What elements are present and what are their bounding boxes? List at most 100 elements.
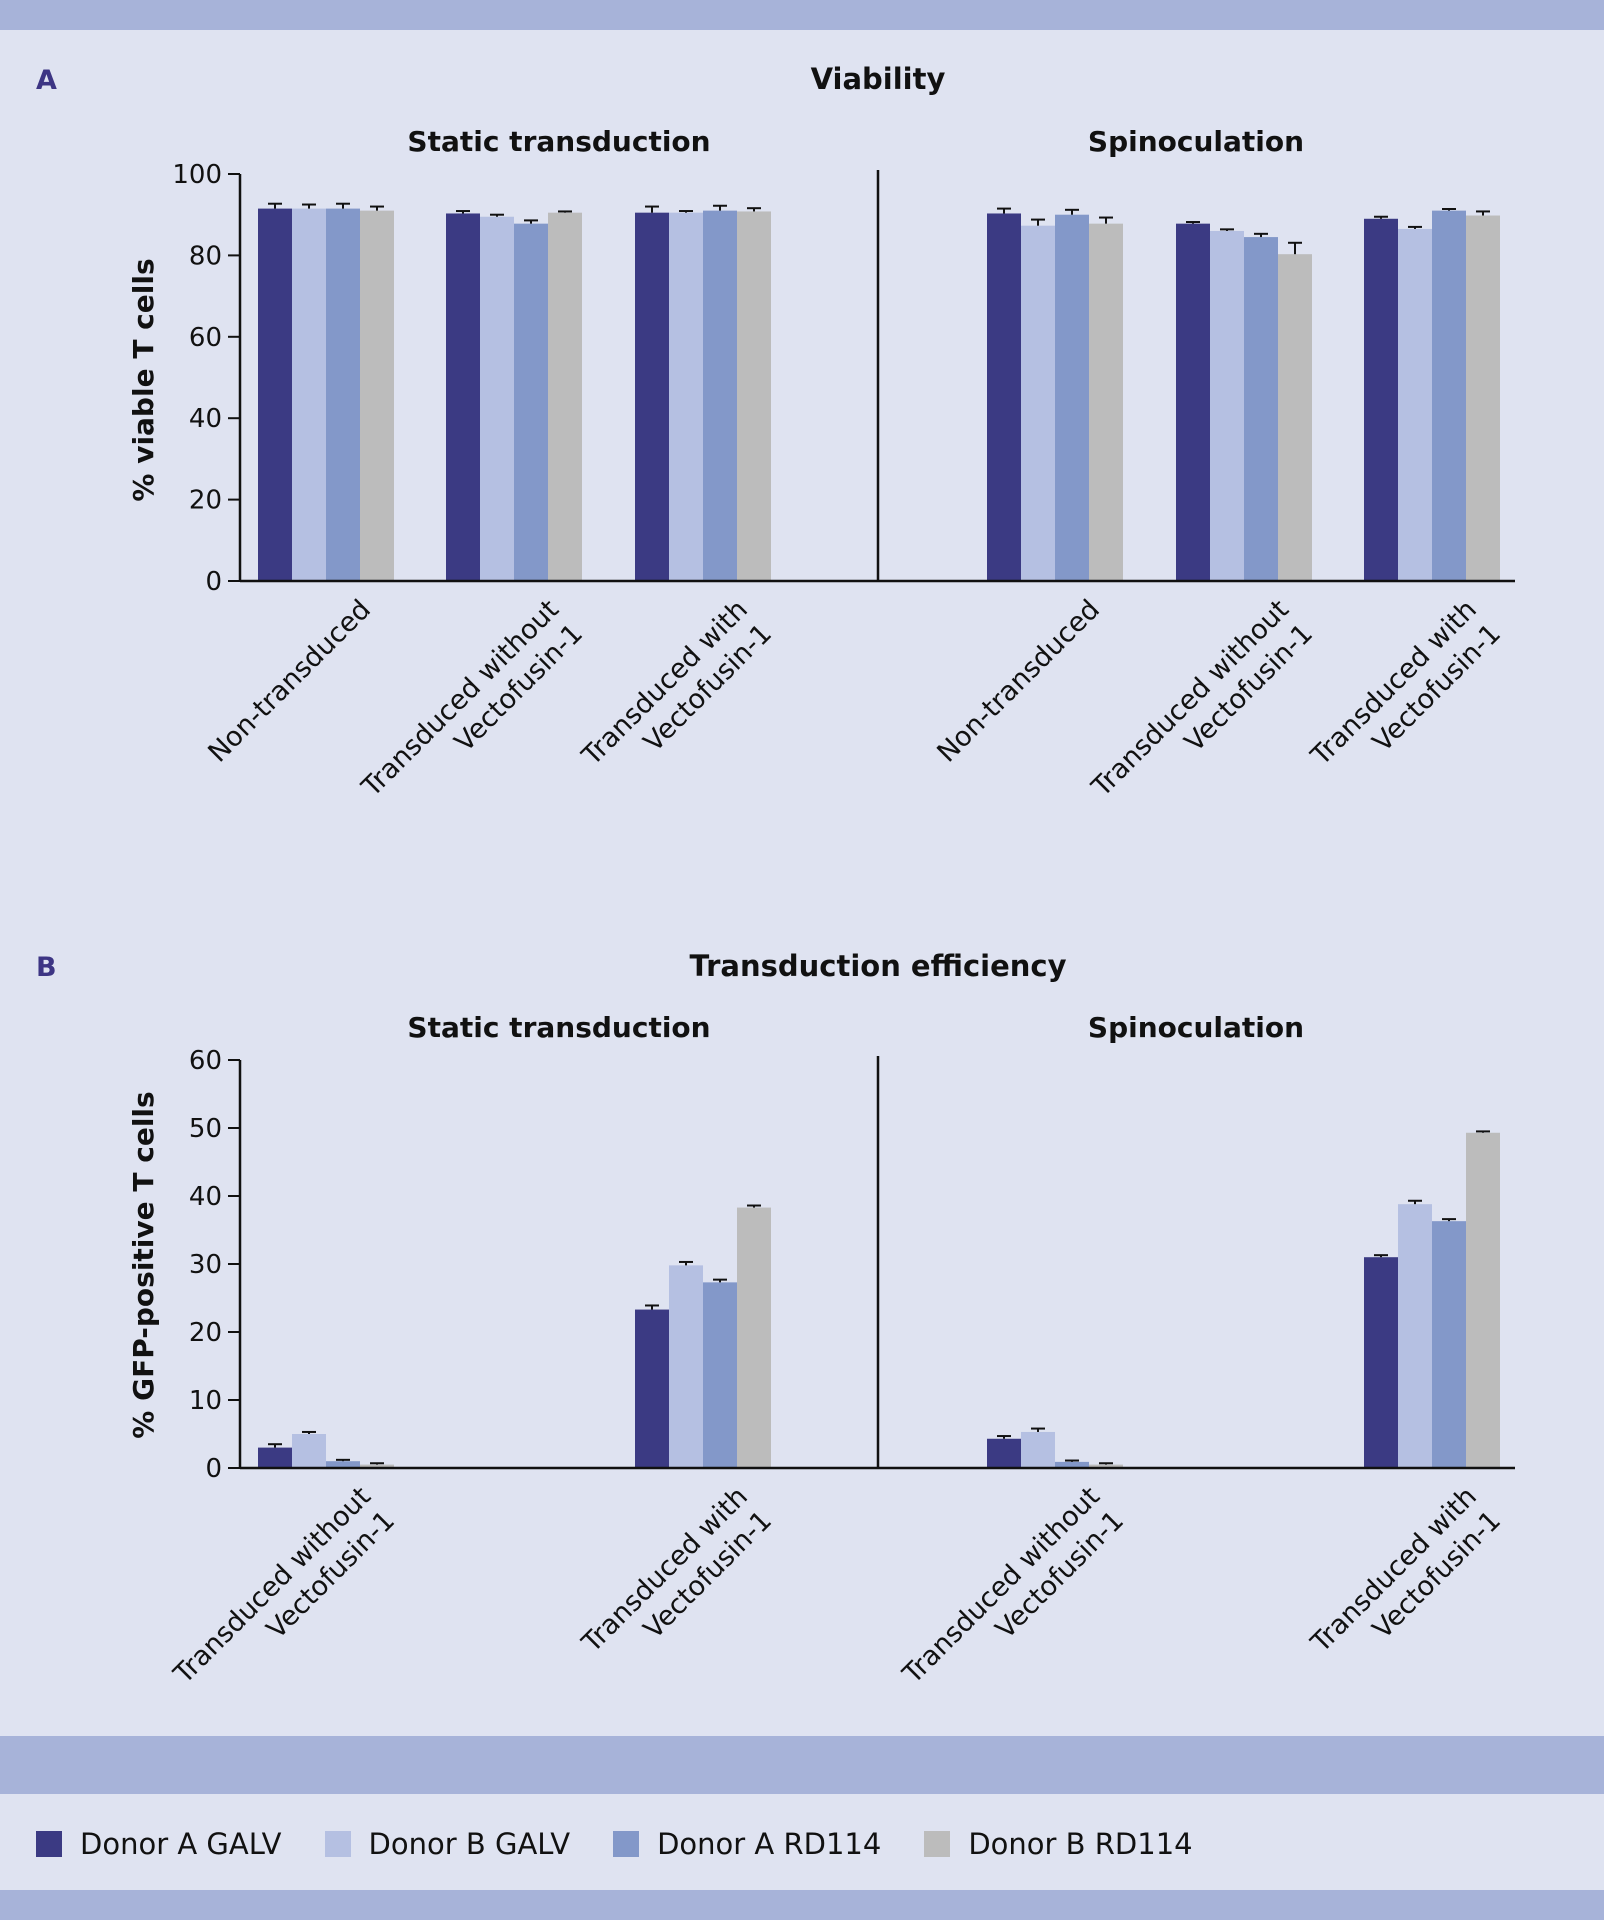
y-tick-label: 0: [205, 1454, 222, 1484]
legend: Donor A GALV Donor B GALV Donor A RD114 …: [36, 1822, 1236, 1866]
panel-a-viability: A Viability Static transduction Spinocul…: [36, 62, 1515, 828]
middle-band: [0, 1736, 1604, 1794]
legend-swatch: [36, 1831, 62, 1857]
y-tick-label: 20: [189, 486, 222, 516]
category-label-line: Transduced without: [355, 594, 565, 804]
bar-donor-a-rd114: [1432, 210, 1466, 581]
category-label: Transduced withoutVectofusin-1: [896, 1481, 1130, 1715]
legend-item-donor-b-rd114: Donor B RD114: [924, 1827, 1193, 1861]
bar-donor-a-galv: [987, 213, 1021, 581]
panel-b-transduction-efficiency: B Transduction efficiency Static transdu…: [36, 949, 1515, 1715]
bar-donor-b-rd114: [1466, 215, 1500, 581]
y-tick-label: 50: [189, 1114, 222, 1144]
y-ticks-b: 0 10 20 30 40 50 60: [189, 1046, 240, 1484]
category-label-line: Transduced without: [167, 1481, 377, 1691]
legend-label: Donor A RD114: [657, 1827, 882, 1861]
bar-donor-a-rd114: [703, 210, 737, 581]
bar-donor-a-galv: [987, 1438, 1021, 1468]
bar-donor-b-rd114: [1089, 1464, 1123, 1468]
legend-swatch: [324, 1831, 351, 1857]
bars-a: [258, 202, 1500, 582]
y-tick-label: 0: [205, 567, 222, 597]
bars-b: [258, 1130, 1500, 1468]
category-label: Non-transduced: [202, 594, 377, 769]
group-title-b-static: Static transduction: [407, 1011, 710, 1044]
category-label-line: Transduced without: [1085, 594, 1295, 804]
panel-letter-a: A: [36, 65, 57, 96]
y-axis-label-b: % GFP-positive T cells: [127, 1091, 160, 1438]
bar-donor-b-galv: [1021, 1431, 1055, 1468]
legend-swatch: [613, 1831, 640, 1857]
bar-donor-b-rd114: [1278, 254, 1312, 581]
bar-donor-b-rd114: [548, 212, 582, 582]
bar-donor-a-rd114: [514, 223, 548, 582]
panel-letter-b: B: [36, 952, 57, 983]
bar-donor-b-rd114: [737, 1207, 771, 1468]
bar-donor-b-rd114: [1466, 1132, 1500, 1468]
chart-title-b: Transduction efficiency: [690, 949, 1067, 983]
bar-donor-b-galv: [480, 216, 514, 582]
category-label: Transduced withoutVectofusin-1: [1085, 594, 1319, 828]
top-band: [0, 0, 1604, 30]
legend-label: Donor B RD114: [968, 1827, 1193, 1861]
bar-donor-a-rd114: [703, 1282, 737, 1468]
bar-donor-a-rd114: [1055, 214, 1089, 581]
bar-donor-a-rd114: [326, 208, 360, 581]
bar-donor-a-rd114: [1432, 1221, 1466, 1468]
bar-donor-b-galv: [292, 208, 326, 581]
category-labels-b: Transduced withoutVectofusin-1 Transduced…: [167, 1481, 1507, 1715]
legend-item-donor-a-rd114: Donor A RD114: [613, 1827, 881, 1861]
y-axis-label-a: % viable T cells: [127, 258, 160, 501]
bar-donor-b-rd114: [360, 1464, 394, 1468]
bar-donor-b-rd114: [737, 211, 771, 581]
category-label: Transduced withoutVectofusin-1: [355, 594, 589, 828]
category-label: Transduced withVectofusin-1: [576, 594, 778, 796]
bar-donor-a-galv: [1176, 223, 1210, 582]
bar-donor-a-galv: [1364, 1257, 1398, 1468]
legend-item-donor-a-galv: Donor A GALV: [36, 1827, 282, 1861]
category-label: Non-transduced: [931, 594, 1106, 769]
category-label: Transduced withVectofusin-1: [1305, 1481, 1507, 1683]
bar-donor-b-galv: [1021, 225, 1055, 581]
bar-donor-a-galv: [258, 1447, 292, 1468]
y-tick-label: 60: [189, 1046, 222, 1076]
bar-donor-a-galv: [1364, 218, 1398, 581]
bar-donor-b-galv: [669, 212, 703, 582]
y-tick-label: 30: [189, 1250, 222, 1280]
bar-donor-b-galv: [1398, 228, 1432, 581]
bar-donor-b-galv: [669, 1265, 703, 1468]
y-tick-label: 80: [189, 241, 222, 271]
bottom-band: [0, 1890, 1604, 1920]
legend-label: Donor A GALV: [80, 1827, 282, 1861]
bar-donor-b-galv: [1210, 230, 1244, 582]
bar-donor-a-galv: [635, 212, 669, 582]
category-label: Transduced withVectofusin-1: [1305, 594, 1507, 796]
legend-swatch: [924, 1831, 951, 1857]
bar-donor-a-rd114: [1055, 1461, 1089, 1468]
category-label-line: Non-transduced: [931, 594, 1106, 769]
bar-donor-b-galv: [1398, 1204, 1432, 1468]
bar-donor-b-rd114: [1089, 223, 1123, 582]
y-tick-label: 40: [189, 404, 222, 434]
y-tick-label: 10: [189, 1386, 222, 1416]
category-label: Transduced withoutVectofusin-1: [167, 1481, 401, 1715]
bar-donor-a-rd114: [326, 1461, 360, 1468]
axes-a: [238, 170, 1515, 583]
category-label-line: Transduced without: [896, 1481, 1106, 1691]
y-tick-label: 20: [189, 1318, 222, 1348]
legend-label: Donor B GALV: [368, 1827, 571, 1861]
group-title-a-static: Static transduction: [407, 125, 710, 158]
category-label-line: Non-transduced: [202, 594, 377, 769]
y-ticks-a: 0 20 40 60 80 100: [172, 160, 240, 597]
group-title-b-spin: Spinoculation: [1088, 1011, 1304, 1044]
bar-donor-a-galv: [635, 1309, 669, 1468]
axes-b: [238, 1056, 1515, 1470]
bar-donor-a-galv: [258, 208, 292, 581]
legend-item-donor-b-galv: Donor B GALV: [324, 1827, 571, 1861]
bar-donor-a-rd114: [1244, 237, 1278, 581]
group-title-a-spin: Spinoculation: [1088, 125, 1304, 158]
chart-title-a: Viability: [811, 62, 946, 96]
bar-donor-a-galv: [446, 213, 480, 581]
